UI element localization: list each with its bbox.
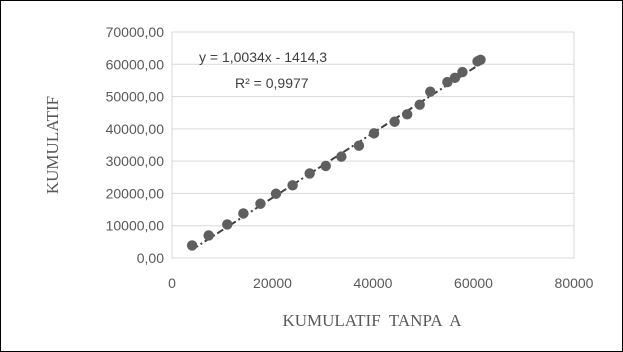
data-point xyxy=(304,168,315,179)
x-tick-label: 40000 xyxy=(354,275,393,291)
data-point xyxy=(389,116,400,127)
y-tick-label: 30000,00 xyxy=(106,153,165,169)
data-point xyxy=(457,66,468,78)
x-tick-label: 0 xyxy=(168,275,176,291)
data-point xyxy=(368,128,380,139)
trendline-equation: y = 1,0034x - 1414,3 xyxy=(199,49,327,65)
data-point xyxy=(401,109,413,120)
y-tick-label: 60000,00 xyxy=(106,56,165,72)
x-axis-title: KUMULATIF TANPA A xyxy=(282,311,462,330)
plot-area xyxy=(171,31,575,259)
y-tick-label: 50000,00 xyxy=(106,89,165,105)
y-tick-label: 70000,00 xyxy=(106,24,165,40)
x-tick-label: 80000 xyxy=(555,275,594,291)
y-tick-label: 10000,00 xyxy=(106,218,165,234)
data-point xyxy=(186,240,198,251)
data-point xyxy=(222,219,233,230)
data-point xyxy=(425,86,436,97)
x-tick-label: 60000 xyxy=(454,275,493,291)
data-point xyxy=(475,54,486,65)
r-squared-label: R² = 0,9977 xyxy=(235,75,309,91)
plot-border xyxy=(171,31,575,259)
y-tick-labels: 0,00 10000,00 20000,00 30000,00 40000,00 5000… xyxy=(106,24,165,266)
data-point xyxy=(270,188,282,199)
data-point xyxy=(414,99,425,110)
y-axis-title: KUMULATIF xyxy=(43,96,62,194)
y-tick-label: 20000,00 xyxy=(106,185,165,201)
data-point xyxy=(320,160,331,172)
data-points xyxy=(186,54,486,251)
data-point xyxy=(353,140,365,151)
x-tick-label: 20000 xyxy=(253,275,292,291)
data-point xyxy=(449,72,461,84)
data-point xyxy=(255,198,266,209)
data-point xyxy=(287,180,298,191)
data-point xyxy=(336,151,347,162)
data-point xyxy=(238,208,249,219)
x-tick-labels: 0 20000 40000 60000 80000 xyxy=(168,275,594,291)
y-tick-label: 0,00 xyxy=(137,250,164,266)
y-tick-label: 40000,00 xyxy=(106,121,165,137)
data-point xyxy=(203,230,214,241)
